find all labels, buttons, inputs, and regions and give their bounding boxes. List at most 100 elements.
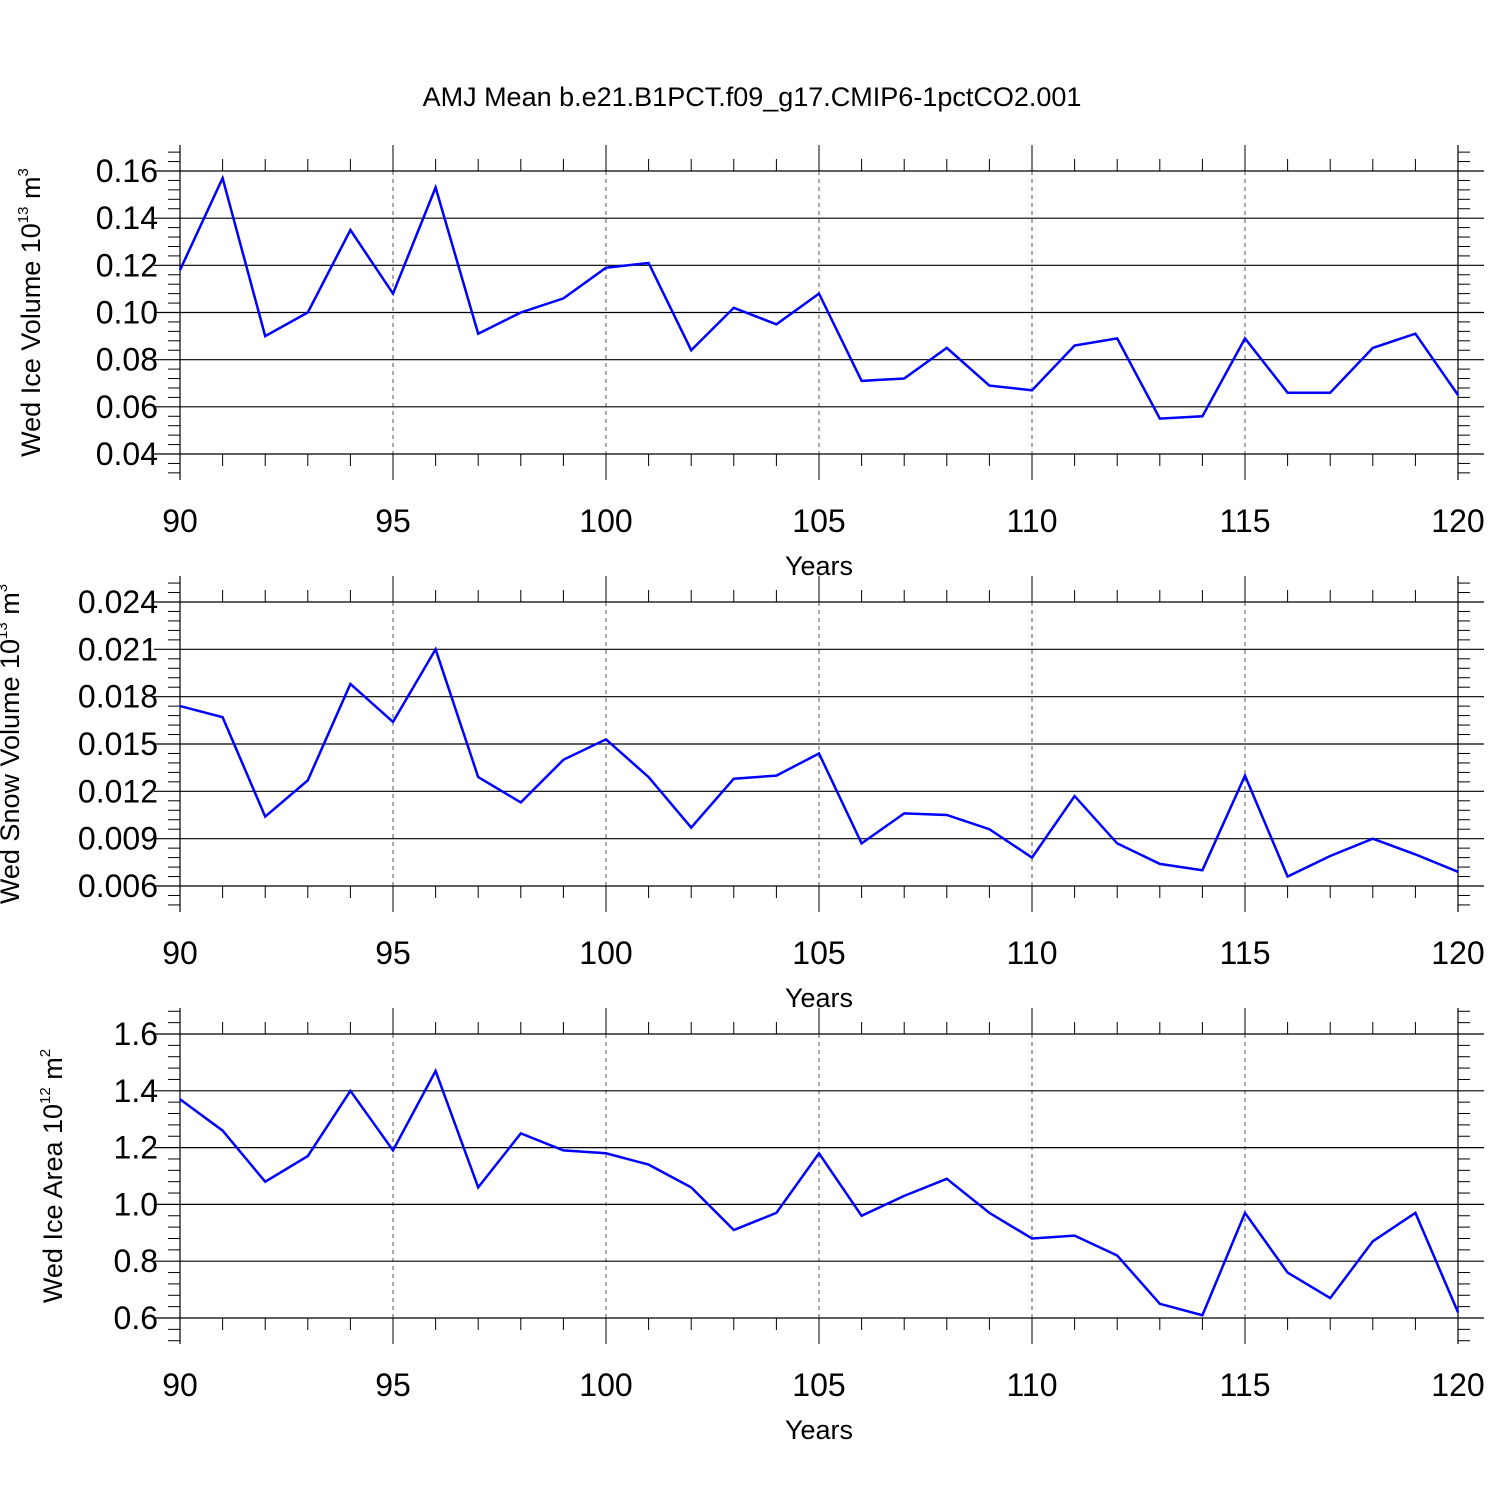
y-tick-label: 0.012 (78, 773, 158, 809)
data-point (1244, 337, 1246, 340)
y-axis-title-superscript: 12 (37, 1087, 54, 1104)
x-tick-label: 90 (162, 935, 198, 971)
y-axis-title-superscript: 13 (15, 207, 32, 224)
data-point (1244, 1212, 1246, 1214)
data-point (179, 705, 181, 707)
y-tick-label: 0.16 (96, 153, 158, 189)
y-tick-label: 0.006 (78, 868, 158, 904)
data-point (1201, 1314, 1204, 1316)
x-tick-label: 95 (375, 1367, 411, 1403)
y-axis-title-text: Wed Ice Area 10 (38, 1104, 68, 1303)
y-axis-title: Wed Ice Volume 1013 m3 (15, 168, 46, 457)
data-point (307, 311, 309, 314)
y-tick-label: 1.6 (114, 1016, 158, 1052)
data-point (562, 1149, 565, 1152)
panel-1: 90 95 100 105 110 115 120 0.04 0.06 0.08 0.10 0.12 0… (15, 145, 1485, 581)
data-point (1159, 1303, 1161, 1305)
data-point (1244, 774, 1246, 777)
y-axis-title-text: m (16, 177, 46, 207)
data-point (1372, 837, 1374, 840)
data-point (690, 1186, 692, 1189)
data-point (690, 349, 692, 352)
data-point (392, 721, 394, 723)
data-point (605, 266, 607, 269)
data-point (775, 774, 778, 777)
y-tick-label: 0.04 (96, 436, 158, 472)
data-point (562, 297, 565, 300)
data-point (946, 347, 948, 349)
data-point (733, 777, 735, 780)
x-tick-label: 100 (579, 935, 632, 971)
y-tick-label: 1.0 (114, 1186, 158, 1222)
y-tick-label: 0.10 (96, 295, 158, 331)
data-point (733, 306, 735, 309)
data-point (477, 332, 480, 335)
data-point (818, 752, 820, 755)
data-point (860, 1214, 863, 1217)
data-point (860, 842, 863, 845)
data-point (1073, 1234, 1076, 1237)
data-point (1372, 347, 1374, 349)
data-point (477, 1186, 480, 1189)
data-point (1073, 795, 1076, 797)
x-tick-label: 105 (792, 935, 845, 971)
data-point (946, 1178, 948, 1180)
data-point (179, 269, 181, 271)
data-point (818, 292, 820, 295)
data-point (1286, 875, 1289, 878)
data-point (1073, 344, 1076, 347)
x-tick-label: 105 (792, 503, 845, 539)
data-point (733, 1229, 735, 1231)
data-point (860, 380, 863, 382)
data-point (1159, 417, 1161, 420)
data-point (1329, 855, 1331, 857)
data-point (264, 335, 267, 337)
data-point (988, 1212, 991, 1214)
data-point (349, 1090, 352, 1092)
y-tick-label: 1.2 (114, 1130, 158, 1166)
data-point (647, 262, 650, 264)
data-point (1457, 871, 1459, 873)
data-point (647, 1163, 650, 1166)
data-point (434, 1070, 437, 1072)
data-point (1286, 1271, 1289, 1274)
y-tick-label: 0.024 (78, 584, 158, 620)
x-tick-label: 100 (579, 503, 632, 539)
data-point (1457, 1311, 1459, 1314)
data-point (1031, 856, 1033, 859)
data-point (307, 1155, 309, 1157)
x-tick-label: 95 (375, 935, 411, 971)
data-point (1031, 389, 1033, 392)
y-tick-label: 0.018 (78, 679, 158, 715)
x-tick-label: 90 (162, 1367, 198, 1403)
data-point (946, 814, 948, 816)
x-tick-label: 100 (579, 1367, 632, 1403)
chart-title: AMJ Mean b.e21.B1PCT.f09_g17.CMIP6-1pctC… (423, 82, 1082, 112)
data-point (1372, 1240, 1374, 1243)
data-point (775, 1212, 778, 1214)
data-point (307, 779, 309, 782)
y-axis-title: Wed Ice Area 1012 m2 (37, 1049, 68, 1303)
y-tick-label: 1.4 (114, 1073, 158, 1109)
y-tick-label: 0.009 (78, 821, 158, 857)
x-tick-label: 120 (1431, 503, 1484, 539)
x-axis-title: Years (785, 1415, 853, 1445)
x-tick-label: 90 (162, 503, 198, 539)
x-tick-label: 115 (1219, 1367, 1270, 1403)
data-point (1159, 863, 1161, 865)
data-point (264, 815, 267, 818)
data-point (1031, 1237, 1033, 1240)
data-point (392, 292, 394, 295)
data-point (1201, 869, 1204, 872)
y-axis-title-text: m (0, 592, 25, 622)
data-point (605, 738, 607, 741)
data-point (1116, 337, 1118, 340)
data-point (221, 716, 224, 718)
x-tick-label: 110 (1006, 503, 1057, 539)
data-point (264, 1180, 267, 1183)
y-axis-title-superscript: 13 (0, 622, 11, 639)
data-point (179, 1098, 181, 1101)
data-point (562, 758, 565, 761)
panel-3: 90 95 100 105 110 115 120 0.6 0.8 1.0 1.2 1.4 1.6 Yea… (37, 1008, 1485, 1445)
data-point (1457, 394, 1459, 396)
